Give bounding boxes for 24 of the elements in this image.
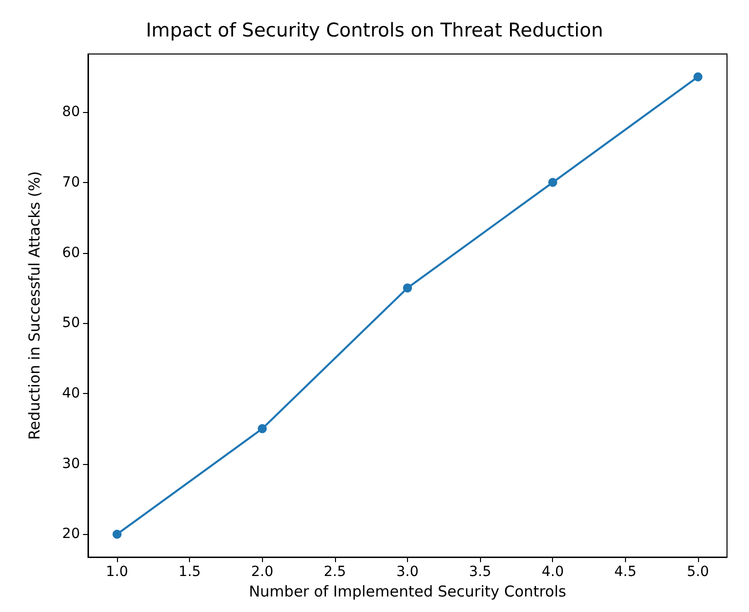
y-tick-label: 40 bbox=[62, 386, 80, 402]
x-axis-title: Number of Implemented Security Controls bbox=[248, 582, 566, 600]
point bbox=[258, 424, 267, 434]
x-tick-label: 1.5 bbox=[178, 564, 201, 580]
x-tick-label: 3.0 bbox=[396, 564, 419, 580]
point bbox=[112, 530, 122, 539]
x-tick-label: 3.5 bbox=[468, 564, 492, 580]
y-tick-label: 70 bbox=[62, 174, 80, 190]
x-tick-label: 2.0 bbox=[251, 564, 274, 580]
y-tick-label: 60 bbox=[62, 244, 80, 261]
y-tick-label: 20 bbox=[62, 526, 80, 542]
x-tick-label: 4.5 bbox=[614, 564, 636, 580]
y-tick-label: 30 bbox=[62, 456, 80, 472]
x-tick-label: 5.0 bbox=[686, 564, 710, 580]
x-tick-label: 4.0 bbox=[542, 564, 564, 580]
x-tick-label: 2.5 bbox=[324, 564, 346, 580]
y-tick-label: 50 bbox=[62, 315, 80, 332]
y-tick-label: 80 bbox=[62, 104, 80, 120]
chart-title: Impact of Security Controls on Threat Reduction bbox=[146, 20, 604, 42]
point bbox=[693, 72, 702, 82]
x-tick-label: 1.0 bbox=[106, 564, 128, 580]
point bbox=[548, 178, 558, 187]
point bbox=[403, 283, 412, 292]
y-axis-title: Reduction in Successful Attacks (%) bbox=[26, 171, 44, 440]
